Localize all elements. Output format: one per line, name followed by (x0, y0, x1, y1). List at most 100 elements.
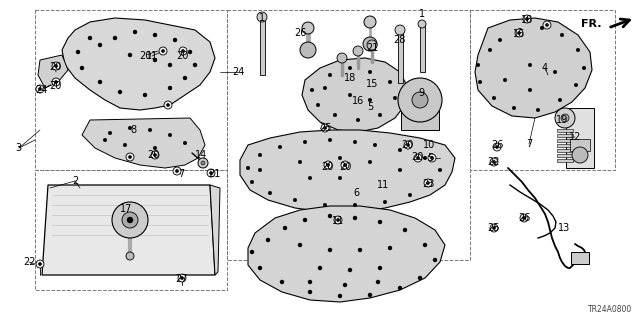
Text: 16: 16 (513, 29, 525, 39)
Circle shape (368, 293, 372, 297)
Circle shape (161, 49, 164, 53)
Circle shape (153, 146, 157, 150)
Circle shape (250, 250, 254, 254)
Circle shape (38, 87, 42, 91)
Circle shape (54, 64, 58, 68)
Circle shape (353, 140, 357, 144)
Circle shape (431, 157, 433, 160)
Circle shape (98, 80, 102, 84)
Bar (397, 27, 403, 83)
Circle shape (36, 260, 44, 268)
Circle shape (178, 274, 186, 282)
Text: 24: 24 (232, 67, 244, 77)
Circle shape (503, 78, 507, 82)
Circle shape (398, 286, 402, 290)
Circle shape (98, 43, 102, 47)
Circle shape (151, 151, 159, 159)
Circle shape (364, 16, 376, 28)
Circle shape (148, 128, 152, 132)
Text: 11: 11 (146, 51, 158, 61)
Text: 18: 18 (521, 15, 533, 25)
Text: 1: 1 (419, 9, 425, 19)
Circle shape (417, 157, 419, 160)
Circle shape (520, 214, 528, 222)
Circle shape (80, 66, 84, 70)
Text: 3: 3 (15, 143, 21, 153)
Circle shape (168, 86, 172, 90)
Circle shape (300, 42, 316, 58)
Circle shape (490, 158, 498, 166)
Circle shape (515, 29, 523, 37)
Circle shape (338, 294, 342, 298)
Circle shape (133, 30, 137, 34)
Circle shape (128, 53, 132, 57)
Text: 25: 25 (319, 123, 332, 133)
Bar (557, 129, 573, 131)
Circle shape (378, 266, 382, 270)
Circle shape (338, 156, 342, 160)
Circle shape (328, 73, 332, 77)
Circle shape (493, 226, 495, 229)
Text: 26: 26 (491, 140, 503, 150)
Circle shape (412, 92, 428, 108)
Bar (557, 153, 573, 157)
Circle shape (173, 38, 177, 42)
Circle shape (108, 131, 112, 135)
Circle shape (353, 203, 357, 207)
Circle shape (540, 26, 544, 30)
Text: 11: 11 (332, 216, 344, 226)
Circle shape (498, 38, 502, 42)
Circle shape (333, 113, 337, 117)
Circle shape (280, 280, 284, 284)
Circle shape (143, 93, 147, 97)
Circle shape (103, 138, 107, 142)
Circle shape (183, 141, 187, 145)
Circle shape (433, 258, 437, 262)
Circle shape (353, 46, 363, 56)
Text: 5: 5 (367, 102, 373, 112)
Circle shape (201, 161, 205, 165)
Circle shape (278, 145, 282, 149)
Text: 4: 4 (542, 63, 548, 73)
Text: 24: 24 (35, 85, 47, 95)
Circle shape (373, 143, 377, 147)
Circle shape (126, 252, 134, 260)
Text: 20: 20 (176, 51, 188, 61)
Circle shape (368, 98, 372, 102)
Circle shape (426, 182, 429, 184)
Circle shape (128, 126, 132, 130)
Bar (557, 133, 573, 137)
Circle shape (368, 70, 372, 74)
Circle shape (395, 25, 405, 35)
Circle shape (367, 40, 377, 50)
Circle shape (561, 114, 569, 122)
Circle shape (258, 266, 262, 270)
Circle shape (122, 212, 138, 228)
Circle shape (113, 36, 117, 40)
Circle shape (318, 266, 322, 270)
Circle shape (193, 63, 197, 67)
Circle shape (209, 172, 212, 174)
Circle shape (38, 263, 42, 265)
Circle shape (36, 85, 44, 93)
Circle shape (574, 83, 578, 87)
Circle shape (175, 169, 179, 173)
Circle shape (154, 153, 157, 157)
Bar (571, 252, 589, 264)
Circle shape (54, 80, 58, 84)
Circle shape (324, 161, 332, 169)
Bar (259, 15, 264, 75)
Polygon shape (475, 18, 592, 118)
Circle shape (258, 153, 262, 157)
Circle shape (404, 141, 412, 149)
Text: 20: 20 (139, 51, 151, 61)
Text: 20: 20 (401, 140, 413, 150)
Text: 26: 26 (518, 213, 530, 223)
Circle shape (423, 156, 427, 160)
Circle shape (555, 108, 575, 128)
Circle shape (323, 203, 327, 207)
Circle shape (159, 47, 167, 55)
Polygon shape (302, 58, 408, 132)
Circle shape (153, 58, 157, 62)
Circle shape (488, 48, 492, 52)
